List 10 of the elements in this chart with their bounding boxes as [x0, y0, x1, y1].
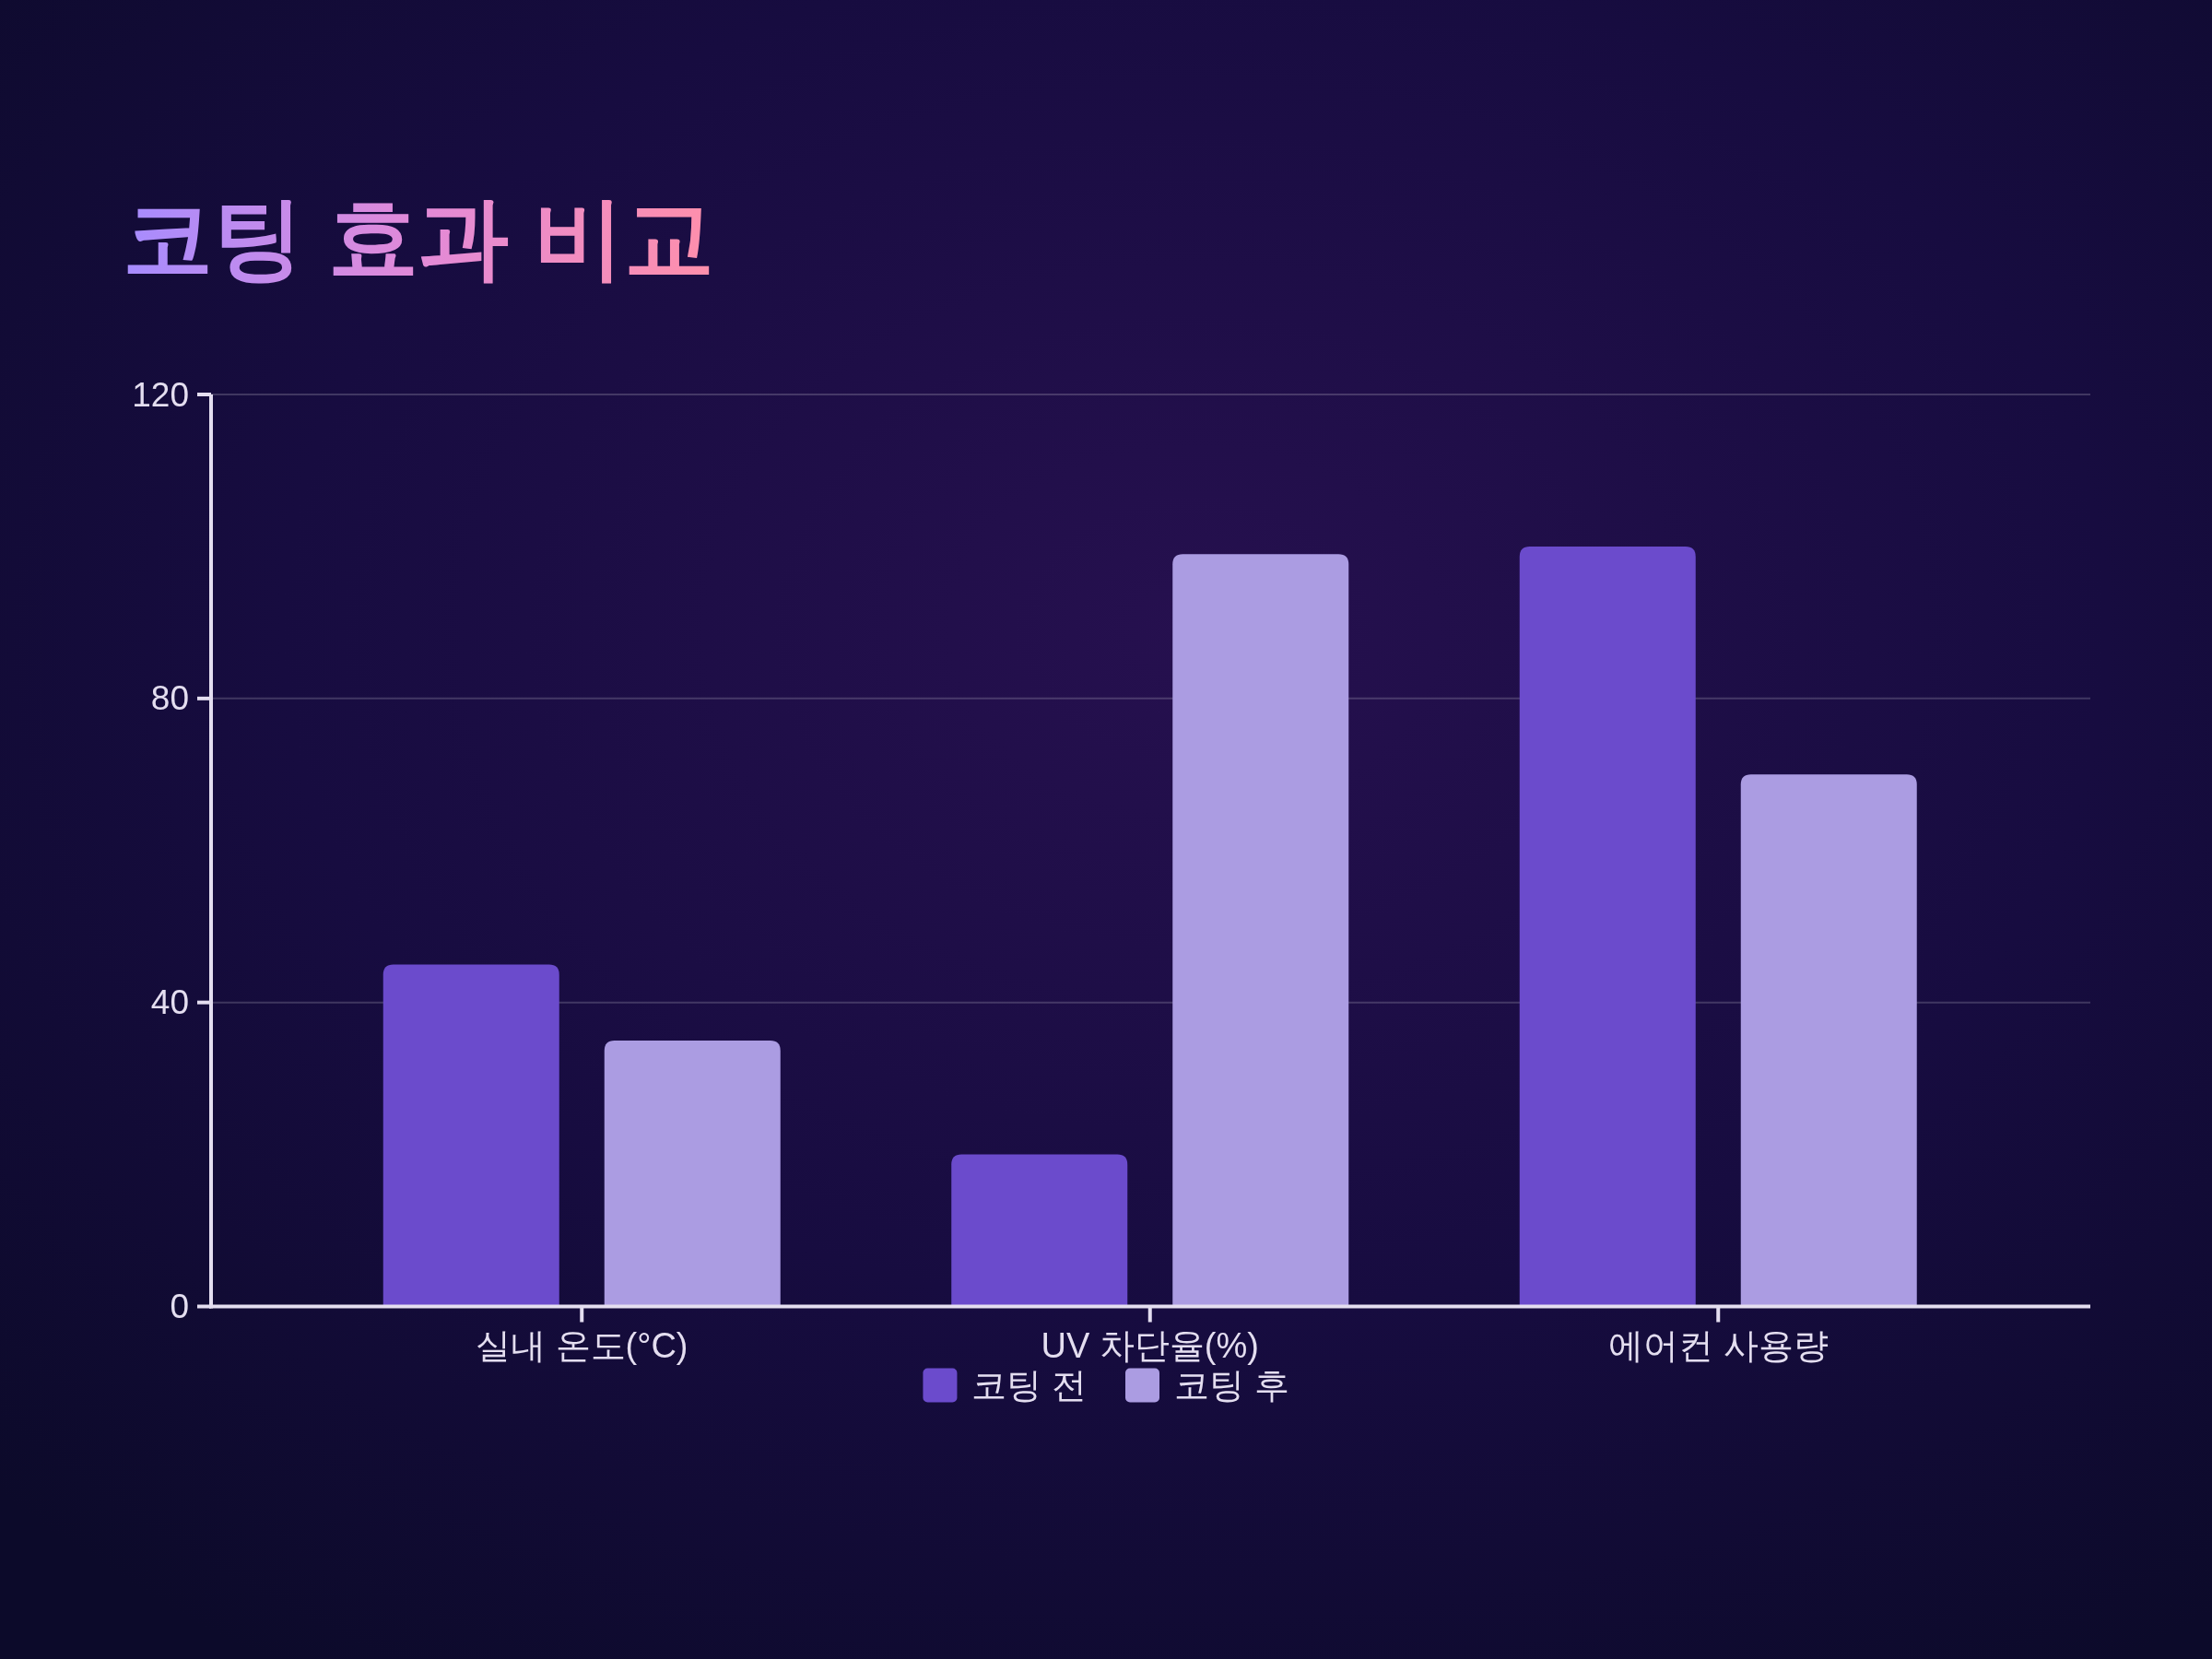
- x-tick-label: UV 차단율(%): [1041, 1326, 1259, 1365]
- y-tick-label: 80: [150, 679, 189, 718]
- legend-label: 코팅 전: [971, 1366, 1087, 1405]
- y-tick-label: 120: [132, 375, 189, 414]
- x-tick-label: 실내 온도(°C): [475, 1326, 688, 1365]
- legend-label: 코팅 후: [1174, 1366, 1289, 1405]
- x-tick-label: 에어컨 사용량: [1607, 1326, 1829, 1365]
- chart-title: 코팅 효과 비교: [123, 187, 715, 288]
- y-tick-label: 0: [170, 1288, 189, 1325]
- y-tick-label: 40: [150, 983, 189, 1022]
